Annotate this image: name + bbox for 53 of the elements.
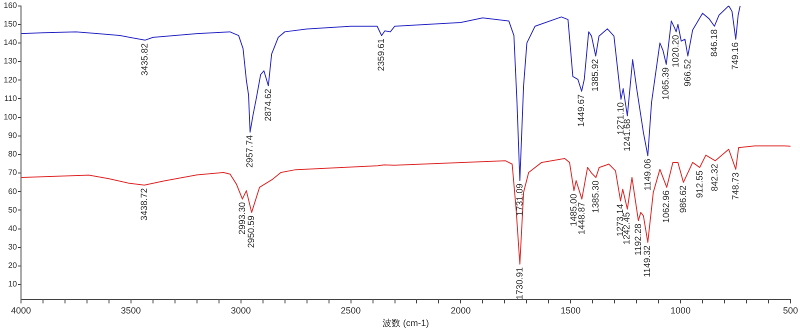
annotation: 1242.45 [622,212,632,245]
x-tick-label: 4000 [10,305,32,316]
annotation: 2993.30 [236,202,247,235]
annotation: 1485.00 [568,194,578,226]
y-tick-label: 160 [4,1,18,10]
annotation: 3438.72 [138,188,149,221]
annotation: 2359.61 [376,38,386,72]
x-tick-label: 1000 [670,305,691,316]
y-tick-label: 30 [8,242,18,252]
annotation: 1065.39 [660,67,671,100]
annotation: 2950.59 [246,215,256,248]
y-tick-label: 10 [8,280,18,289]
y-tick-label: 140 [4,38,18,48]
x-tick-label: 500 [782,305,798,316]
annotation: 986.62 [678,185,688,213]
x-tick-label: 3000 [230,305,251,316]
annotation: 1062.96 [661,190,672,223]
annotation: 912.55 [694,170,704,198]
x-axis-title: 波数 (cm-1) [382,318,429,328]
annotation: 1385.30 [590,180,600,214]
annotation: 1448.87 [576,202,586,235]
annotation: 1385.92 [590,58,600,92]
annotation: 966.52 [682,58,692,87]
annotation: 1020.20 [670,34,681,68]
annotation: 1192.28 [632,224,643,256]
x-tick-label: 1500 [560,305,581,316]
y-tick-label: 70 [8,168,18,178]
annotation: 1149.32 [642,245,652,278]
y-tick-label: 20 [8,261,18,270]
annotation: 2957.74 [244,135,255,168]
y-tick-label: 40 [8,224,18,233]
annotation: 1149.06 [642,158,652,191]
y-tick-label: 60 [8,186,18,196]
y-tick-label: 120 [4,75,18,84]
y-tick-label: 90 [8,131,18,140]
annotation: 3435.82 [140,43,150,76]
y-tick-label: 110 [4,94,18,103]
x-tick-label: 2000 [450,305,471,316]
annotation: 2874.62 [262,88,273,122]
annotation: 1731.09 [514,183,524,216]
y-tick-label: 80 [8,150,18,159]
annotation: 842.32 [710,164,720,192]
annotation: 1730.91 [514,267,524,300]
annotation: 748.73 [730,172,740,200]
x-tick-label: 3500 [120,305,141,316]
annotation: 749.16 [730,42,740,70]
x-tick-label: 2500 [340,305,361,316]
annotation: 1449.67 [576,94,586,127]
y-tick-label: 130 [4,56,18,66]
y-tick-label: 50 [8,205,18,214]
annotation: 846.18 [708,29,719,57]
y-tick-label: 150 [4,20,18,29]
y-tick-label: 100 [4,112,18,122]
